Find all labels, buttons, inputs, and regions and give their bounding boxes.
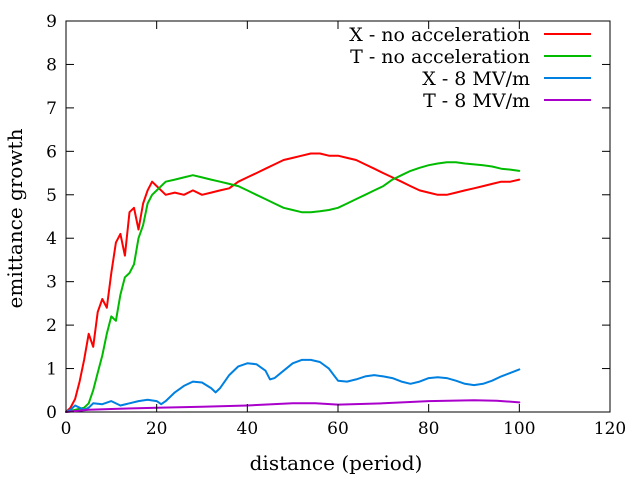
y-tick-label: 4: [46, 229, 57, 249]
legend-label-4: T - 8 MV/m: [423, 90, 530, 112]
y-tick-label: 8: [46, 55, 57, 75]
x-tick-label: 20: [146, 419, 168, 439]
x-tick-label: 40: [237, 419, 259, 439]
y-tick-label: 3: [46, 273, 57, 293]
x-tick-label: 100: [503, 419, 535, 439]
legend-label-1: X - no acceleration: [349, 24, 530, 46]
y-tick-label: 1: [46, 360, 57, 380]
series-layer: [65, 152, 521, 413]
series-line-3: [65, 358, 521, 413]
x-tick-label: 60: [327, 419, 349, 439]
x-axis-title: distance (period): [250, 451, 423, 475]
series-line-2: [65, 161, 521, 413]
axes-layer: 0 20 40 60 80 100 120 0 1 2 3 4 5 6 7 8 9: [46, 12, 626, 439]
x-tick-label: 80: [418, 419, 440, 439]
y-tick-label: 2: [46, 316, 57, 336]
x-tick-label: 0: [61, 419, 72, 439]
legend-label-3: X - 8 MV/m: [422, 68, 530, 90]
series-line-1: [65, 152, 521, 413]
x-tick-label: 120: [594, 419, 626, 439]
y-tick-label: 7: [46, 99, 57, 119]
y-tick-label: 6: [46, 142, 57, 162]
y-axis-title: emittance growth: [3, 128, 27, 308]
y-tick-label: 9: [46, 12, 57, 32]
y-tick-label: 5: [46, 186, 57, 206]
legend-label-2: T - no acceleration: [350, 46, 530, 68]
series-line-4: [65, 399, 521, 413]
y-tick-label: 0: [46, 403, 57, 423]
